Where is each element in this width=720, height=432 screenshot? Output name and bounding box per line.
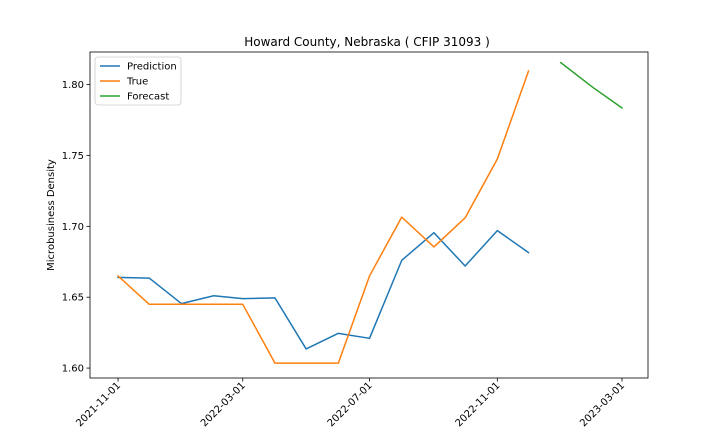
legend-label-forecast: Forecast [127, 92, 169, 103]
y-tick-label: 1.60 [62, 364, 84, 375]
legend-label-prediction: Prediction [127, 62, 177, 73]
plot-frame [89, 51, 649, 379]
legend: Prediction True Forecast [94, 56, 182, 106]
y-tick-label: 1.70 [62, 222, 84, 233]
y-axis-label: Microbusiness Density [46, 159, 57, 271]
plot-layer [117, 61, 624, 364]
series-line-prediction [117, 229, 530, 350]
series-line-true [117, 70, 530, 364]
chart-title: Howard County, Nebraska ( CFIP 31093 ) [244, 35, 490, 49]
y-tick-label: 1.80 [62, 80, 84, 91]
legend-label-true: True [126, 77, 148, 88]
series-line-forecast [559, 61, 624, 110]
legend-frame [94, 56, 182, 106]
y-tick-label: 1.65 [62, 293, 84, 304]
y-tick-label: 1.75 [62, 151, 84, 162]
